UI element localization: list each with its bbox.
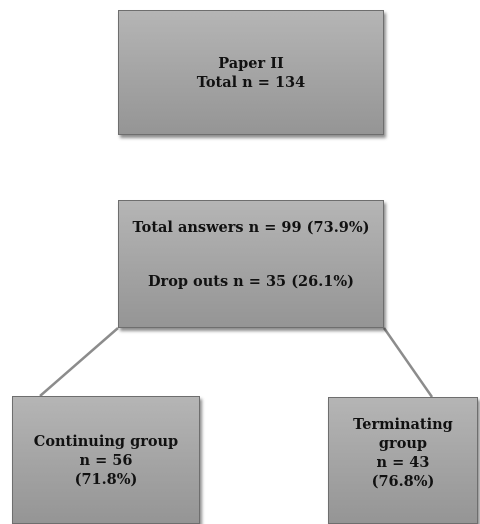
terminating-group-box: Terminating group n = 43 (76.8%) bbox=[328, 397, 478, 524]
total-answers-text: Total answers n = 99 (73.9%) bbox=[132, 219, 370, 236]
paper-title: Paper II bbox=[218, 55, 284, 72]
terminating-group-label-1: Terminating bbox=[353, 416, 453, 433]
continuing-group-count: n = 56 bbox=[79, 451, 133, 469]
terminating-group-label-2: group bbox=[378, 434, 428, 452]
connector-right bbox=[382, 327, 434, 398]
paper-total-count: Total n = 134 bbox=[196, 73, 306, 91]
answers-box: Total answers n = 99 (73.9%) Drop outs n… bbox=[118, 200, 384, 328]
terminating-group-count: n = 43 bbox=[376, 453, 430, 471]
paper-total-box: Paper II Total n = 134 bbox=[118, 10, 384, 135]
continuing-group-percent: (71.8%) bbox=[74, 470, 138, 488]
terminating-group-percent: (76.8%) bbox=[371, 472, 435, 490]
drop-outs-text: Drop outs n = 35 (26.1%) bbox=[147, 273, 355, 290]
continuing-group-label: Continuing group bbox=[33, 433, 179, 450]
connector-left bbox=[39, 327, 119, 397]
continuing-group-box: Continuing group n = 56 (71.8%) bbox=[12, 396, 200, 524]
